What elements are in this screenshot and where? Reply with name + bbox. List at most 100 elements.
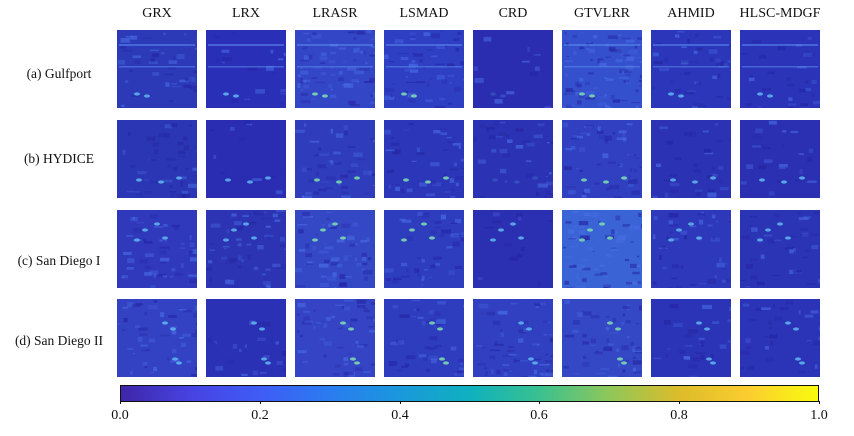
target-spot bbox=[765, 228, 771, 232]
detection-map-image bbox=[740, 120, 817, 196]
target-spot bbox=[678, 94, 684, 98]
detection-map-tile bbox=[295, 30, 375, 108]
target-spot bbox=[692, 180, 698, 184]
detection-map-tile bbox=[117, 299, 197, 377]
target-spot bbox=[607, 236, 613, 240]
detection-map-tile bbox=[740, 210, 820, 288]
detection-map-image bbox=[740, 211, 820, 288]
target-spot bbox=[607, 321, 613, 325]
target-spot bbox=[500, 94, 506, 98]
target-spot bbox=[340, 321, 346, 325]
column-header: GTVLRR bbox=[574, 6, 630, 21]
target-spot bbox=[518, 321, 524, 325]
target-spot bbox=[704, 327, 710, 331]
detection-map-tile bbox=[295, 120, 375, 198]
target-spot bbox=[621, 176, 627, 180]
target-spot bbox=[498, 228, 504, 232]
target-spot bbox=[336, 180, 342, 184]
target-spot bbox=[793, 327, 799, 331]
target-spot bbox=[265, 361, 271, 365]
detection-map-tile bbox=[117, 210, 197, 288]
target-spot bbox=[350, 357, 356, 361]
colorbar-tick-mark bbox=[400, 401, 401, 404]
colorbar-tick-label: 0.4 bbox=[391, 408, 409, 423]
detection-map-tile bbox=[562, 30, 642, 108]
target-spot bbox=[781, 180, 787, 184]
detection-map-tile bbox=[562, 299, 642, 377]
target-spot bbox=[581, 178, 587, 182]
target-spot bbox=[443, 361, 449, 365]
detection-map-image bbox=[295, 211, 375, 288]
row-label: (a) Gulfport bbox=[26, 66, 92, 81]
detection-map-image bbox=[122, 123, 197, 198]
detection-map-image bbox=[652, 211, 731, 288]
detection-map-image bbox=[117, 300, 197, 377]
colorbar-tick-label: 0.6 bbox=[530, 408, 548, 423]
row-label: (c) San Diego I bbox=[17, 253, 101, 268]
target-spot bbox=[172, 357, 178, 361]
detection-map-image bbox=[206, 210, 286, 288]
detection-map-tile bbox=[384, 210, 464, 288]
target-spot bbox=[320, 228, 326, 232]
detection-map-tile bbox=[473, 210, 553, 288]
target-spot bbox=[144, 94, 150, 98]
detection-map-image bbox=[384, 123, 464, 198]
target-spot bbox=[312, 92, 318, 96]
target-spot bbox=[247, 180, 253, 184]
target-spot bbox=[429, 321, 435, 325]
target-spot bbox=[437, 327, 443, 331]
target-spot bbox=[421, 222, 427, 226]
detection-map-image bbox=[562, 211, 642, 288]
target-spot bbox=[696, 236, 702, 240]
colorbar-tick-mark bbox=[260, 401, 261, 404]
target-spot bbox=[668, 92, 674, 96]
detection-map-tile bbox=[117, 30, 197, 108]
row-label: (b) HYDICE bbox=[23, 151, 95, 166]
column-header: HLSC-MDGF bbox=[739, 6, 821, 21]
target-spot bbox=[425, 180, 431, 184]
detection-map-image bbox=[473, 36, 553, 108]
colorbar-tick-mark bbox=[819, 401, 820, 404]
detection-map-image bbox=[388, 300, 464, 376]
target-spot bbox=[162, 321, 168, 325]
detection-map-tile bbox=[473, 120, 553, 198]
detection-map-tile bbox=[206, 30, 286, 108]
target-spot bbox=[757, 92, 763, 96]
detection-map-image bbox=[209, 120, 286, 197]
detection-map-image bbox=[117, 32, 197, 107]
target-spot bbox=[710, 176, 716, 180]
column-header: CRD bbox=[498, 6, 528, 21]
colorbar-tick-label: 0.8 bbox=[670, 408, 688, 423]
detection-map-image bbox=[563, 300, 642, 377]
colorbar-tick-mark bbox=[120, 401, 121, 404]
detection-map-image bbox=[652, 123, 731, 198]
detection-map-tile bbox=[473, 30, 553, 108]
detection-map-tile bbox=[295, 210, 375, 288]
target-spot bbox=[223, 92, 229, 96]
target-spot bbox=[170, 327, 176, 331]
column-header: AHMID bbox=[667, 6, 715, 21]
target-spot bbox=[589, 94, 595, 98]
detection-map-tile bbox=[295, 299, 375, 377]
target-spot bbox=[528, 357, 534, 361]
detection-map-image bbox=[297, 30, 375, 107]
detection-map-tile bbox=[651, 210, 731, 288]
target-spot bbox=[621, 361, 627, 365]
detection-map-tile bbox=[384, 120, 464, 198]
target-spot bbox=[670, 178, 676, 182]
target-spot bbox=[354, 361, 360, 365]
colorbar-tick-label: 1.0 bbox=[810, 408, 828, 423]
target-spot bbox=[759, 178, 765, 182]
column-header: LRX bbox=[232, 6, 260, 21]
target-spot bbox=[696, 321, 702, 325]
detection-map-image bbox=[562, 31, 642, 108]
detection-map-tile bbox=[473, 299, 553, 377]
target-spot bbox=[757, 238, 763, 242]
target-spot bbox=[142, 228, 148, 232]
target-spot bbox=[439, 357, 445, 361]
detection-map-image bbox=[473, 120, 553, 198]
target-spot bbox=[348, 327, 354, 331]
target-spot bbox=[676, 228, 682, 232]
target-spot bbox=[403, 178, 409, 182]
detection-map-tile bbox=[651, 30, 731, 108]
